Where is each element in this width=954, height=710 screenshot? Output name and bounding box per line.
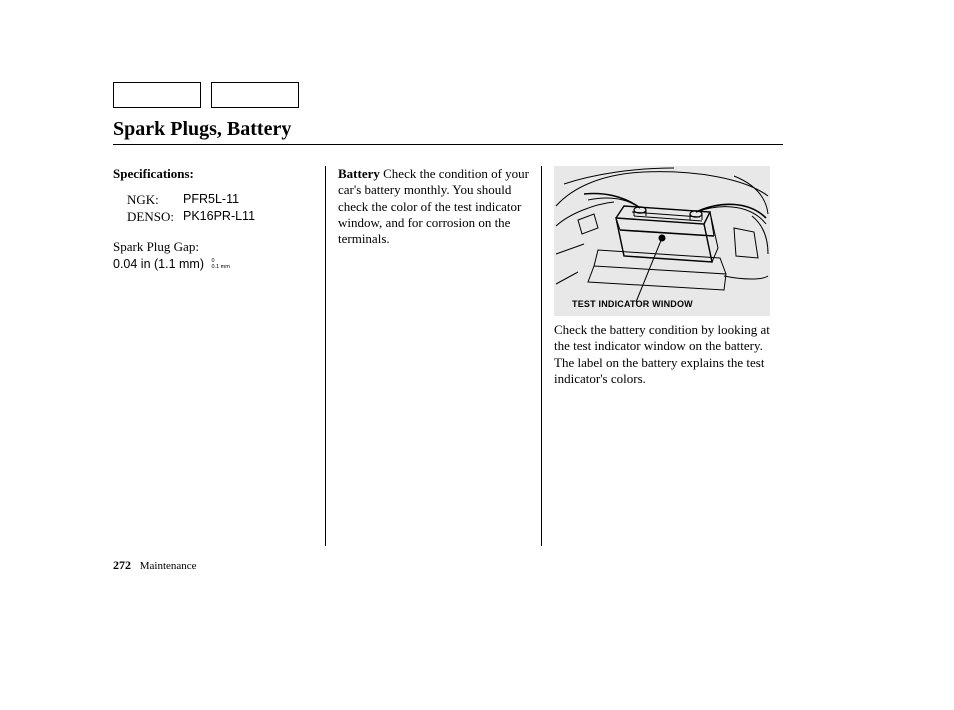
page-footer: 272 Maintenance — [113, 558, 197, 573]
column-battery-text: Battery Check the condition of your car'… — [325, 166, 541, 546]
spec-row: DENSO: PK16PR-L11 — [127, 209, 309, 225]
tolerance-lower: 0.1 mm — [212, 265, 230, 271]
spark-plug-gap-label: Spark Plug Gap: — [113, 239, 309, 255]
spec-row: NGK: PFR5L-11 — [127, 192, 309, 208]
header-box-1 — [113, 82, 201, 108]
manual-page: Spark Plugs, Battery Specifications: NGK… — [0, 0, 954, 710]
page-title: Spark Plugs, Battery — [113, 118, 291, 141]
column-specifications: Specifications: NGK: PFR5L-11 DENSO: PK1… — [113, 166, 325, 546]
battery-condition-text: Check the battery condition by looking a… — [554, 322, 773, 387]
content-columns: Specifications: NGK: PFR5L-11 DENSO: PK1… — [113, 166, 773, 546]
gap-value-text: 0.04 in (1.1 mm) — [113, 257, 204, 271]
header-box-2 — [211, 82, 299, 108]
spec-label-denso: DENSO: — [127, 209, 183, 225]
gap-tolerance: 0 0.1 mm — [212, 259, 230, 270]
column-battery-figure: TEST INDICATOR WINDOW Check the battery … — [541, 166, 773, 546]
spec-label-ngk: NGK: — [127, 192, 183, 208]
battery-figure: TEST INDICATOR WINDOW — [554, 166, 770, 316]
battery-heading: Battery — [338, 166, 380, 181]
spark-plug-spec-table: NGK: PFR5L-11 DENSO: PK16PR-L11 — [127, 192, 309, 225]
page-number: 272 — [113, 558, 131, 572]
header-placeholder-boxes — [113, 82, 299, 108]
section-name: Maintenance — [140, 560, 197, 572]
title-underline — [113, 144, 783, 145]
battery-illustration-svg — [554, 166, 770, 316]
spec-value-denso: PK16PR-L11 — [183, 209, 255, 225]
specifications-heading: Specifications: — [113, 166, 309, 182]
spark-plug-gap-value: 0.04 in (1.1 mm) 0 0.1 mm — [113, 257, 309, 273]
figure-label: TEST INDICATOR WINDOW — [572, 299, 693, 310]
spec-value-ngk: PFR5L-11 — [183, 192, 239, 208]
